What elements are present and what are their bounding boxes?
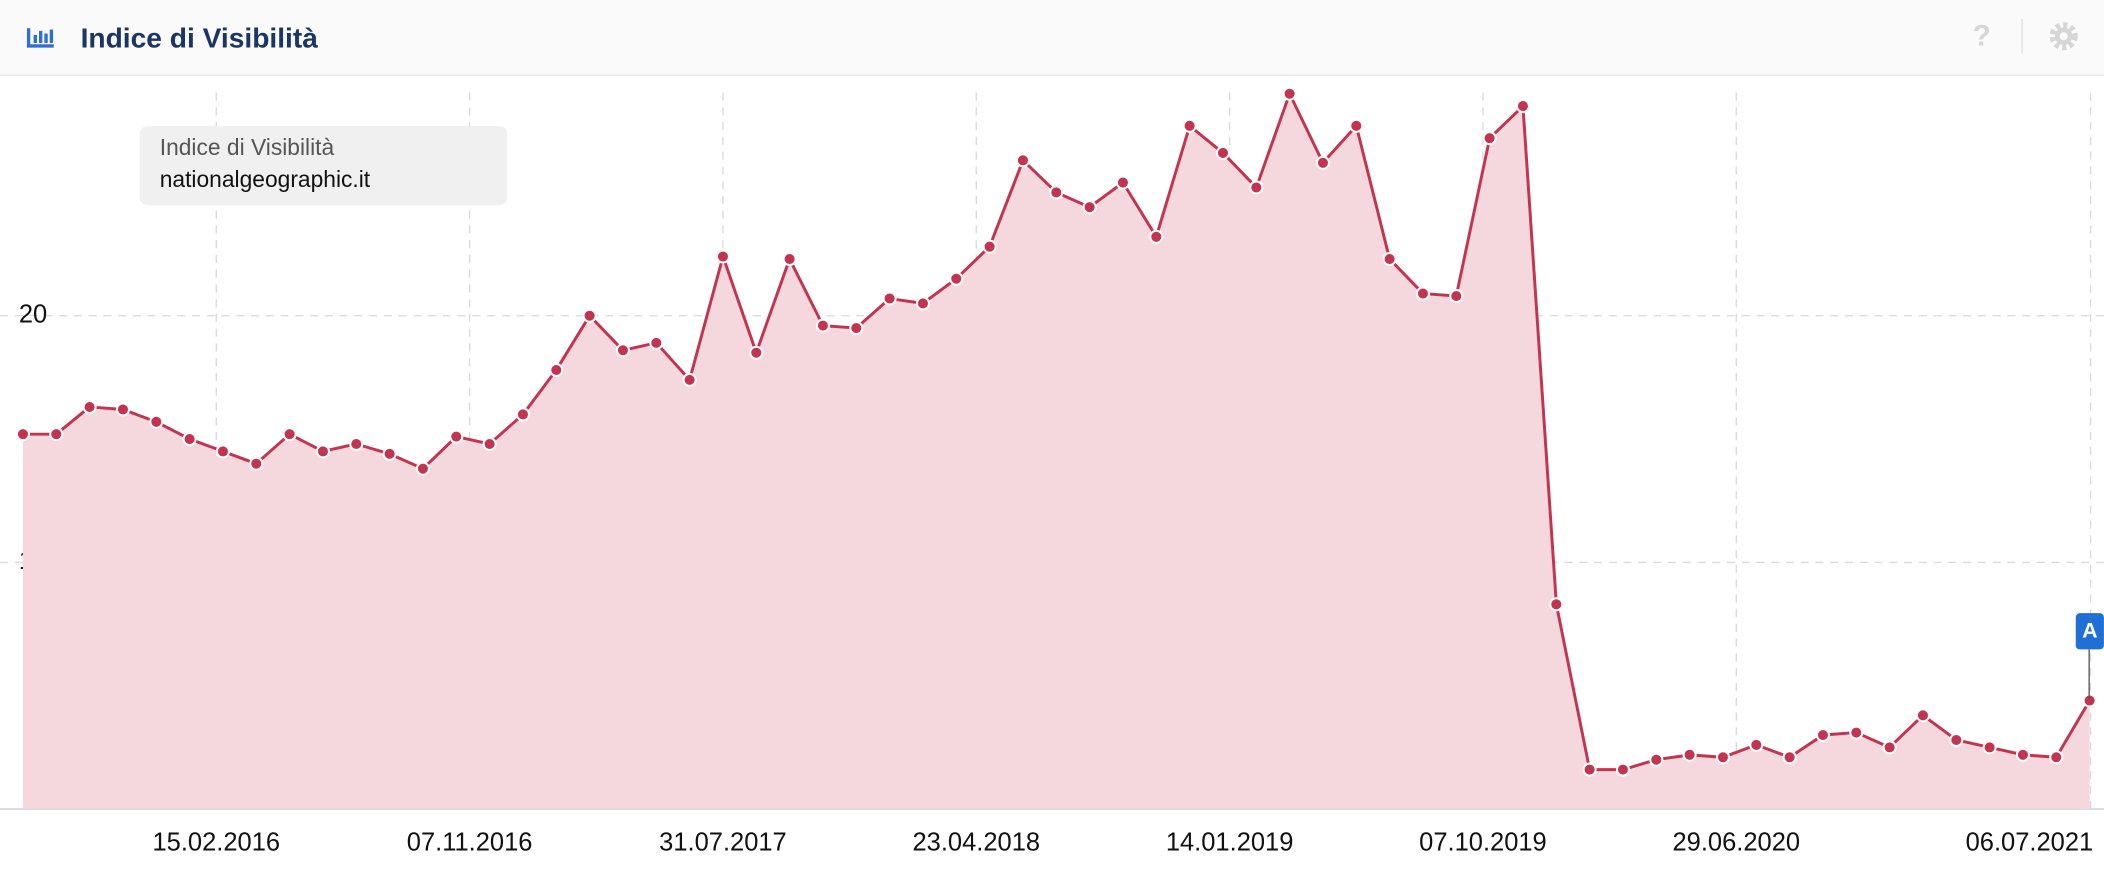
data-point — [1182, 118, 1197, 133]
annotation-flag[interactable] — [2075, 613, 2104, 650]
data-point — [715, 249, 730, 264]
data-point — [215, 444, 230, 459]
data-point — [1682, 747, 1697, 762]
data-point — [1515, 99, 1531, 114]
data-point — [1315, 155, 1330, 170]
data-point — [1282, 86, 1297, 101]
plot-area: 15.02.2016 07.11.2016 31.07.2017 23.04.2018… — [0, 86, 2104, 857]
data-point — [1115, 175, 1130, 190]
area — [22, 93, 2090, 810]
x-tick-label: 31.07.2017 — [659, 829, 787, 857]
data-point — [1949, 732, 1964, 748]
data-point — [882, 291, 897, 306]
data-point — [1715, 750, 1731, 765]
header-bar — [0, 0, 2104, 76]
data-point — [649, 335, 664, 350]
data-point — [1449, 288, 1464, 304]
data-point — [1382, 251, 1397, 267]
data-point — [515, 407, 530, 422]
annotation-label: A — [2082, 619, 2098, 643]
data-point — [15, 427, 30, 442]
data-point — [449, 429, 464, 444]
data-point — [282, 427, 297, 442]
x-tick-label: 23.04.2018 — [913, 829, 1041, 857]
settings-icon[interactable] — [2049, 22, 2078, 51]
x-tick-label: 07.11.2016 — [407, 829, 533, 857]
data-point — [2049, 750, 2064, 765]
y-tick-label: 20 — [19, 300, 47, 328]
x-tick-label: 29.06.2020 — [1673, 829, 1801, 857]
chart-icon — [26, 28, 54, 48]
data-point — [949, 271, 964, 286]
data-point — [1149, 229, 1164, 244]
data-point — [749, 345, 764, 360]
data-point — [1082, 200, 1097, 215]
data-point — [149, 414, 164, 429]
data-point — [315, 444, 330, 459]
data-point — [49, 427, 64, 442]
data-point — [182, 432, 197, 447]
legend-entry: nationalgeographic.it — [160, 166, 371, 192]
data-point — [1015, 153, 1030, 168]
x-tick-label: 15.02.2016 — [153, 829, 281, 857]
data-point — [582, 308, 597, 323]
data-point — [349, 436, 364, 452]
data-point — [1549, 597, 1564, 612]
data-point — [382, 446, 397, 461]
data-point — [249, 456, 264, 471]
data-point — [1982, 740, 1997, 755]
data-point — [1849, 725, 1864, 740]
data-point — [849, 321, 864, 336]
x-tick-label: 06.07.2021 — [1966, 829, 2094, 857]
x-tick-label: 14.01.2019 — [1166, 829, 1294, 857]
data-point — [615, 343, 630, 358]
chart-title: Indice di Visibilità — [81, 22, 319, 54]
x-tick-label: 07.10.2019 — [1419, 829, 1547, 857]
data-point — [549, 362, 564, 378]
help-icon[interactable]: ? — [1973, 19, 1991, 52]
data-point — [82, 399, 97, 415]
data-point — [1749, 737, 1764, 752]
data-point — [815, 318, 830, 333]
data-point — [1349, 118, 1364, 133]
data-point — [482, 436, 497, 452]
data-point — [682, 372, 697, 387]
data-point — [1582, 762, 1597, 777]
data-point — [1649, 752, 1664, 767]
data-point — [1615, 762, 1631, 777]
data-point — [982, 239, 997, 254]
legend-background — [139, 126, 508, 206]
data-point — [1482, 131, 1497, 146]
data-point — [415, 461, 430, 476]
data-point — [1215, 145, 1230, 160]
data-point — [1915, 708, 1931, 723]
legend-title: Indice di Visibilità — [160, 134, 335, 160]
data-point — [1415, 286, 1430, 301]
data-point — [1782, 750, 1797, 765]
data-point — [1882, 740, 1897, 755]
data-point — [1249, 180, 1264, 195]
data-point — [1815, 728, 1831, 743]
data-point — [782, 251, 797, 267]
data-point — [915, 296, 930, 311]
data-point — [2015, 747, 2031, 762]
data-point — [115, 402, 130, 417]
legend-box: Indice di Visibilità nationalgeographic.… — [139, 126, 508, 206]
data-point — [1049, 185, 1064, 200]
